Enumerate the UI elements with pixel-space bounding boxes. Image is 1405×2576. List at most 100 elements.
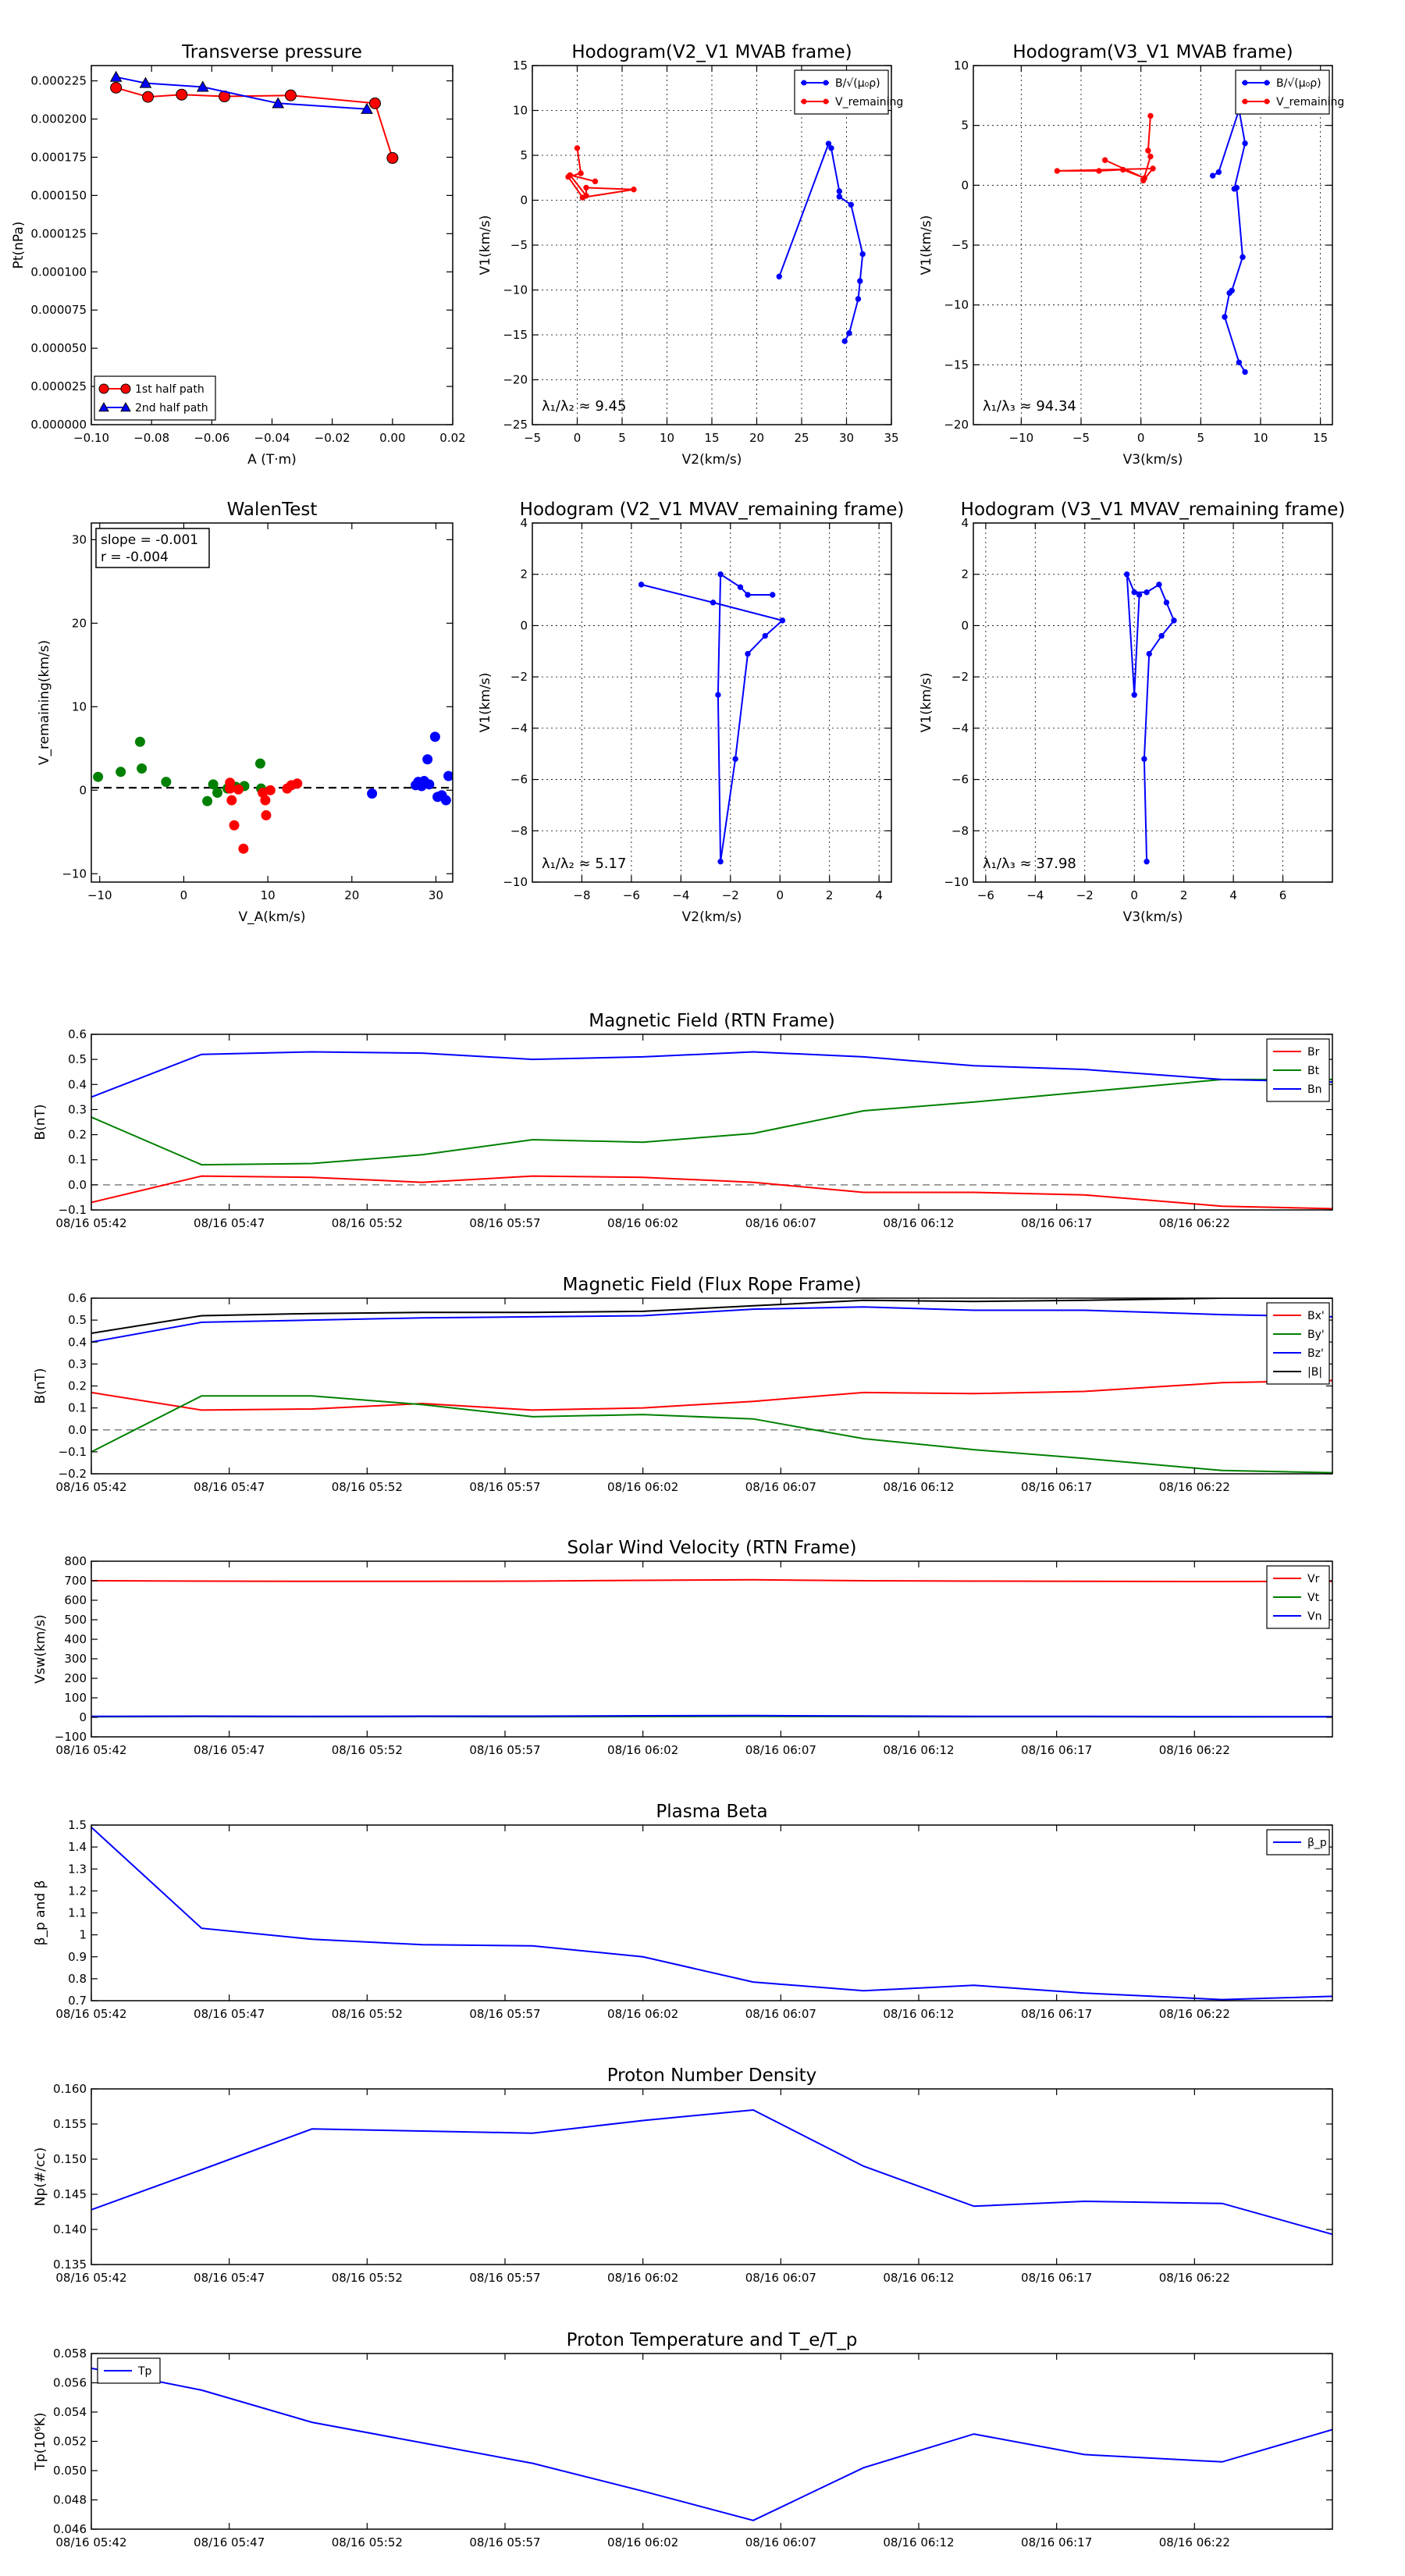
x-tick-label: 10 [660, 431, 674, 445]
series-line-Bt [91, 1078, 1332, 1166]
x-tick-label: 08/16 06:22 [1159, 1743, 1230, 1757]
legend-label: |B| [1307, 1366, 1322, 1379]
data-point [225, 783, 236, 794]
chart-title: WalenTest [227, 500, 318, 520]
plot-area [91, 2108, 1332, 2236]
chart-title: Proton Number Density [607, 2065, 817, 2086]
y-tick-label: 0.4 [68, 1077, 87, 1091]
series-line-series0 [1126, 574, 1176, 862]
chart-np: 08/16 05:42 08/16 05:47 08/16 05:52 08/16 0… [33, 2065, 1333, 2285]
x-tick-label: 08/16 06:22 [1159, 2271, 1230, 2285]
y-tick-label: −4 [510, 721, 528, 735]
series-line-Vn [91, 1714, 1332, 1718]
x-tick-label: −5 [1072, 431, 1090, 445]
data-point [836, 194, 843, 200]
y-tick-label: 0 [79, 1710, 87, 1724]
chart-h2: −10 −5 0 5 10 15 −20 −15 −10 −5 0 5 10 Hodogram(V3_V1… [919, 42, 1344, 468]
data-point [841, 338, 848, 344]
y-tick-label: 0.0 [68, 1423, 87, 1437]
x-tick-label: 08/16 06:07 [745, 2007, 816, 2021]
x-tick-label: 0.00 [379, 431, 405, 445]
x-tick-label: 08/16 06:17 [1021, 2007, 1092, 2021]
y-tick-label: −10 [62, 866, 87, 881]
chart-title: Solar Wind Velocity (RTN Frame) [567, 1538, 856, 1558]
legend-label: Bz' [1307, 1347, 1324, 1360]
legend-label: β_p [1307, 1837, 1327, 1849]
legend-marker [120, 383, 131, 394]
data-point [367, 788, 378, 799]
data-point [238, 843, 249, 854]
y-tick-label: 5 [961, 119, 969, 133]
data-point [176, 88, 188, 101]
x-tick-label: 08/16 06:17 [1021, 2535, 1092, 2549]
y-tick-label: 0.000025 [30, 379, 87, 393]
x-tick-label: 08/16 05:52 [332, 1480, 403, 1494]
legend-label: V_remaining [1276, 96, 1344, 109]
series-line-Bn [91, 1051, 1332, 1098]
y-tick-label: 0.160 [53, 2082, 87, 2096]
x-axis-label: V_A(km/s) [238, 909, 305, 925]
x-tick-label: −0.04 [254, 431, 290, 445]
y-tick-label: 4 [961, 516, 969, 530]
x-tick-label: 0 [776, 888, 784, 902]
legend-label: B/√(μ₀ρ) [835, 77, 880, 90]
y-tick-label: 1.2 [68, 1884, 87, 1898]
data-point [261, 809, 272, 820]
legend-marker [823, 80, 829, 86]
data-point [1236, 359, 1243, 365]
data-point [1147, 112, 1154, 119]
x-tick-label: 08/16 06:17 [1021, 1216, 1092, 1230]
y-tick-label: −5 [510, 238, 528, 252]
y-axis-label: B(nT) [33, 1368, 48, 1404]
y-axis-label: V1(km/s) [919, 673, 934, 733]
chart-title: Hodogram (V3_V1 MVAV_remaining frame) [961, 500, 1346, 520]
series-line-By' [91, 1395, 1332, 1474]
x-tick-label: 0 [574, 431, 582, 445]
data-point [1222, 314, 1228, 320]
chart-title: Plasma Beta [656, 1802, 767, 1822]
x-tick-label: −0.10 [73, 431, 109, 445]
y-axis-label: B(nT) [33, 1104, 48, 1140]
x-tick-label: 10 [1253, 431, 1268, 445]
legend-label: Vr [1307, 1573, 1320, 1585]
data-point [233, 784, 244, 795]
data-point [770, 592, 776, 598]
data-point [142, 91, 155, 103]
x-tick-label: 08/16 05:47 [194, 1480, 265, 1494]
series-line-series0 [91, 2108, 1332, 2236]
x-tick-label: −2 [722, 888, 739, 902]
data-point [424, 779, 435, 790]
y-tick-label: 0.052 [53, 2435, 87, 2449]
x-tick-label: −0.08 [133, 431, 169, 445]
legend-label: V_remaining [835, 96, 903, 109]
x-tick-label: 08/16 06:12 [883, 1480, 954, 1494]
plot-area [638, 571, 786, 865]
chart-title: Hodogram(V2_V1 MVAB frame) [571, 42, 852, 62]
data-point [1054, 168, 1061, 174]
x-tick-label: −2 [1076, 888, 1094, 902]
data-point [368, 97, 381, 109]
legend-box [1266, 1302, 1330, 1385]
y-tick-label: 0.000125 [30, 226, 87, 240]
x-tick-label: 30 [429, 888, 443, 902]
y-tick-label: 2 [520, 568, 528, 582]
data-point [1144, 589, 1150, 596]
y-axis-label: β_p and β [33, 1880, 48, 1946]
y-tick-label: 0.5 [68, 1313, 87, 1327]
x-tick-label: 08/16 06:12 [883, 1216, 954, 1230]
y-tick-label: 600 [64, 1593, 87, 1607]
data-point [110, 81, 123, 94]
data-point [583, 193, 589, 199]
data-point [583, 184, 589, 191]
data-point [857, 278, 863, 284]
y-tick-label: 0.000075 [30, 303, 87, 317]
y-tick-label: 0.2 [68, 1379, 87, 1393]
y-tick-label: −10 [944, 298, 969, 312]
plot-area [91, 2367, 1332, 2521]
x-axis-label: V3(km/s) [1123, 909, 1183, 925]
y-tick-label: −20 [944, 418, 969, 432]
legend-box [1235, 69, 1330, 115]
y-tick-label: 1.3 [68, 1862, 87, 1876]
data-point [1156, 582, 1162, 588]
